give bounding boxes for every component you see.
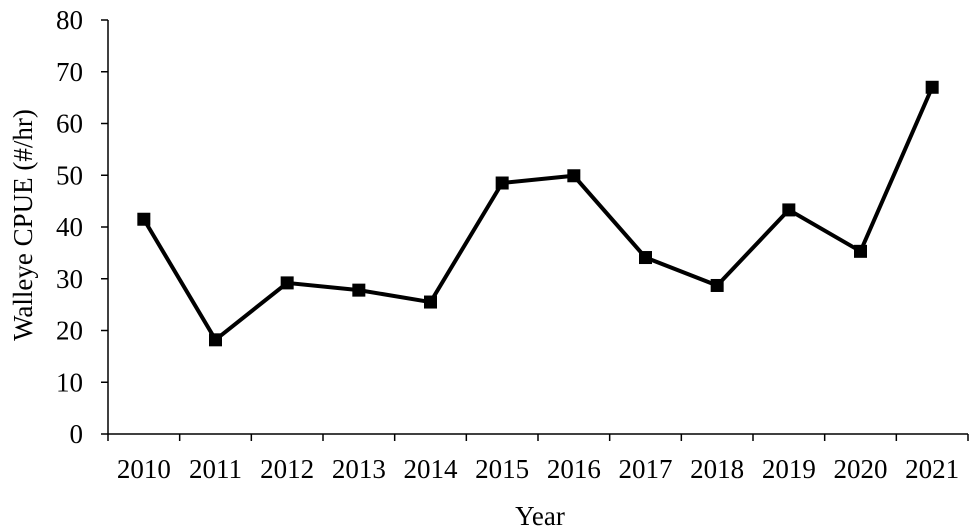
y-tick-label: 10 <box>56 367 83 397</box>
data-point-2018 <box>710 278 724 292</box>
y-tick-label: 40 <box>56 212 83 242</box>
x-tick-label: 2012 <box>260 454 314 484</box>
y-tick-label: 60 <box>56 109 83 139</box>
series-line <box>142 86 934 343</box>
data-point-2015 <box>495 176 509 190</box>
x-tick-label: 2014 <box>404 454 459 484</box>
data-point-2011 <box>209 333 222 347</box>
x-tick-label: 2016 <box>547 454 601 484</box>
y-tick-label: 20 <box>56 316 83 346</box>
x-tick-label: 2018 <box>690 454 744 484</box>
data-point-2012 <box>280 276 294 290</box>
y-axis-ticks: 0 10 20 30 40 50 60 70 80 <box>56 5 108 449</box>
data-point-2020 <box>854 244 867 258</box>
x-axis-ticks: 2010 2011 2012 2013 2014 2015 2016 2017 2018 2019… <box>107 434 969 484</box>
data-point-2019 <box>782 203 796 217</box>
y-axis-title: Walleye CPUE (#/hr) <box>8 109 38 341</box>
y-tick-label: 0 <box>70 419 84 449</box>
data-point-2013 <box>352 283 366 297</box>
x-tick-label: 2021 <box>905 454 959 484</box>
x-tick-label: 2013 <box>332 454 386 484</box>
y-tick-label: 80 <box>56 5 83 35</box>
data-point-2017 <box>639 251 652 265</box>
data-point-2016 <box>567 169 581 183</box>
x-axis-title: Year <box>515 501 565 531</box>
x-tick-label: 2010 <box>117 454 171 484</box>
y-tick-label: 50 <box>56 160 83 190</box>
x-tick-label: 2019 <box>762 454 816 484</box>
series-group <box>137 80 939 347</box>
x-tick-label: 2015 <box>475 454 529 484</box>
y-tick-label: 30 <box>56 264 83 294</box>
x-tick-label: 2020 <box>834 454 888 484</box>
y-tick-label: 70 <box>56 57 83 87</box>
data-point-2014 <box>424 295 437 309</box>
data-point-2010 <box>137 212 151 226</box>
data-point-2021 <box>925 80 939 94</box>
x-tick-label: 2011 <box>189 454 242 484</box>
x-tick-label: 2017 <box>619 454 673 484</box>
